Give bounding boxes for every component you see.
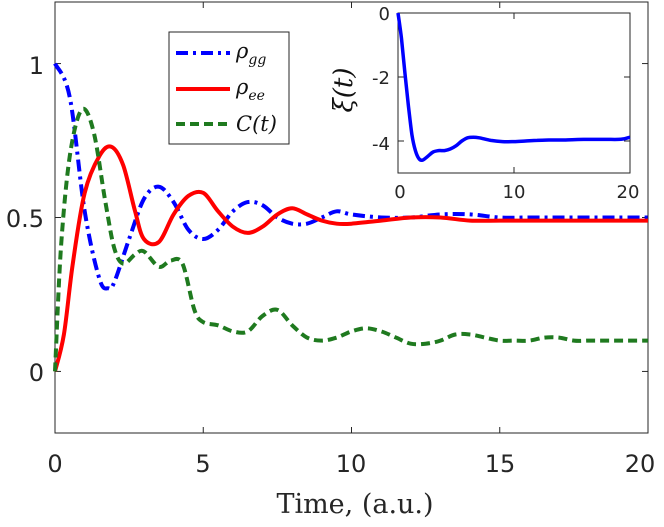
main-series-line-2 [53, 106, 648, 372]
main-series-line-0 [53, 62, 648, 291]
legend-label-main: ρ [235, 75, 249, 99]
inset-x-tick-label: 20 [617, 182, 640, 203]
legend-label-sub: gg [248, 52, 266, 68]
x-axis-label: Time, (a.u.) [276, 489, 433, 520]
inset-chart: 0 10 20 0 -2 -4 ξ(t) [329, 4, 639, 203]
inset-axis-ticks [397, 12, 631, 173]
x-tick-label: 0 [47, 450, 62, 478]
inset-y-tick-label: 0 [379, 4, 390, 25]
x-tick-label: 5 [195, 450, 210, 478]
inset-x-tick-label: 0 [394, 182, 405, 203]
inset-plot-lines [396, 12, 631, 163]
inset-series-line-0 [396, 12, 631, 163]
x-tick-label: 15 [485, 450, 516, 478]
main-plot-lines [53, 62, 648, 372]
y-tick-label: 0 [29, 359, 44, 387]
inset-y-tick-label: -4 [372, 134, 390, 155]
legend-label-coherence: C(t) [236, 112, 277, 136]
inset-axes-box [397, 12, 631, 174]
y-tick-label: 0.5 [6, 205, 44, 233]
main-axis-ticks [54, 2, 649, 433]
y-tick-label: 1 [29, 52, 44, 80]
legend-label-main: ρ [235, 39, 249, 63]
inset-y-tick-label: -2 [372, 68, 390, 89]
inset-y-axis-label: ξ(t) [329, 67, 359, 112]
legend-label-sub: ee [248, 88, 265, 104]
main-series-line-1 [53, 144, 648, 372]
legend-label-rho-ee: ρee [235, 75, 265, 104]
x-tick-label: 10 [336, 450, 367, 478]
inset-x-tick-label: 10 [503, 182, 526, 203]
legend: ρgg ρee C(t) [168, 31, 290, 145]
x-tick-label: 20 [625, 450, 656, 478]
legend-label-rho-gg: ρgg [235, 39, 266, 68]
